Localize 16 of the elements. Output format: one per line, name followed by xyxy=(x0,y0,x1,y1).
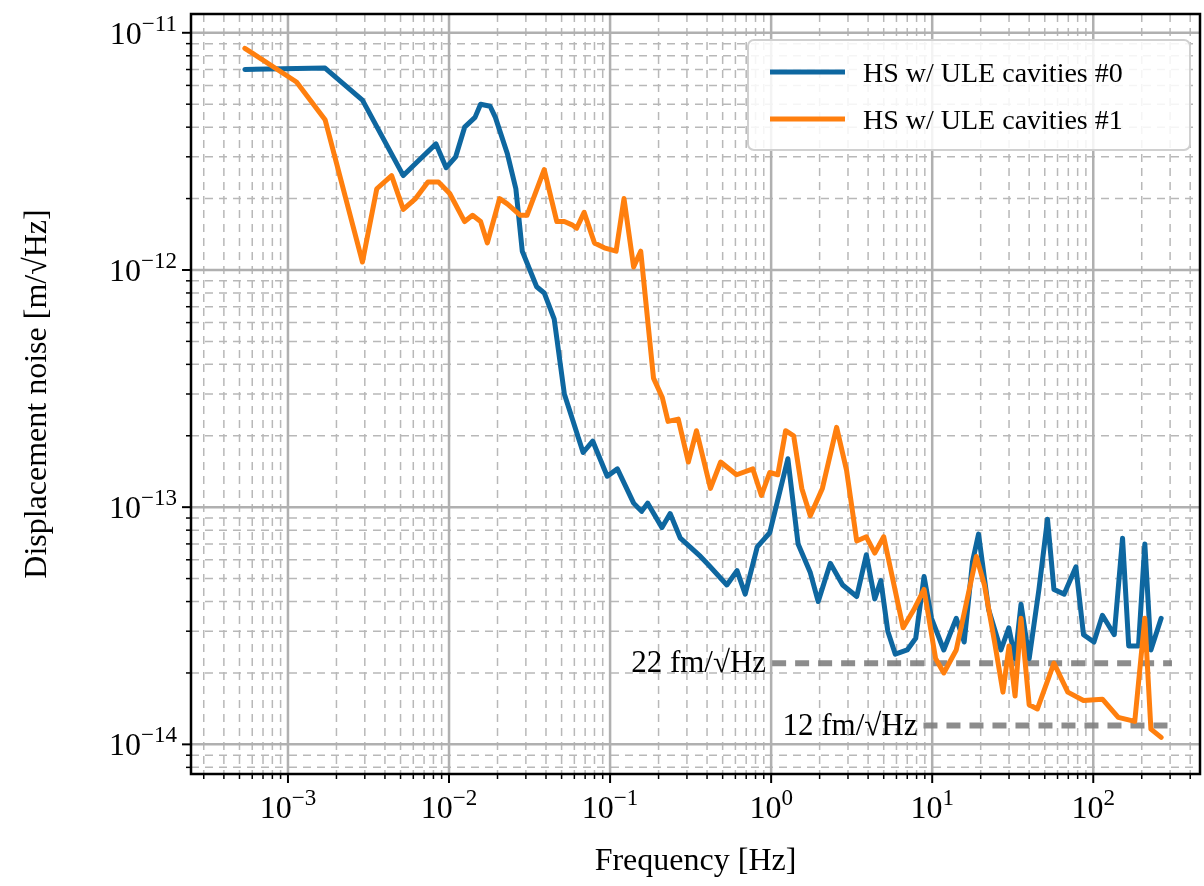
y-tick-label: 10$^{−11}$ xyxy=(109,9,177,51)
legend-label: HS w/ ULE cavities #1 xyxy=(863,104,1123,135)
x-tick-label: 10$^{2}$ xyxy=(1071,784,1116,825)
y-tick-label: 10$^{−12}$ xyxy=(108,246,177,288)
ref-line-label: 22 fm/√Hz xyxy=(631,644,767,680)
x-tick-label: 10$^{−3}$ xyxy=(259,784,317,825)
legend-label: HS w/ ULE cavities #0 xyxy=(863,57,1123,88)
y-axis-title: Displacement noise [m/√Hz] xyxy=(17,209,53,579)
x-tick-label: 10$^{1}$ xyxy=(910,784,954,825)
x-axis-title: Frequency [Hz] xyxy=(594,841,797,877)
x-tick-label: 10$^{−1}$ xyxy=(581,784,639,825)
x-tick-label: 10$^{0}$ xyxy=(749,784,793,825)
y-tick-label: 10$^{−14}$ xyxy=(108,721,178,763)
y-tick-label: 10$^{−13}$ xyxy=(108,484,177,526)
x-tick-label: 10$^{−2}$ xyxy=(420,784,478,825)
ref-line-label: 12 fm/√Hz xyxy=(782,706,918,742)
